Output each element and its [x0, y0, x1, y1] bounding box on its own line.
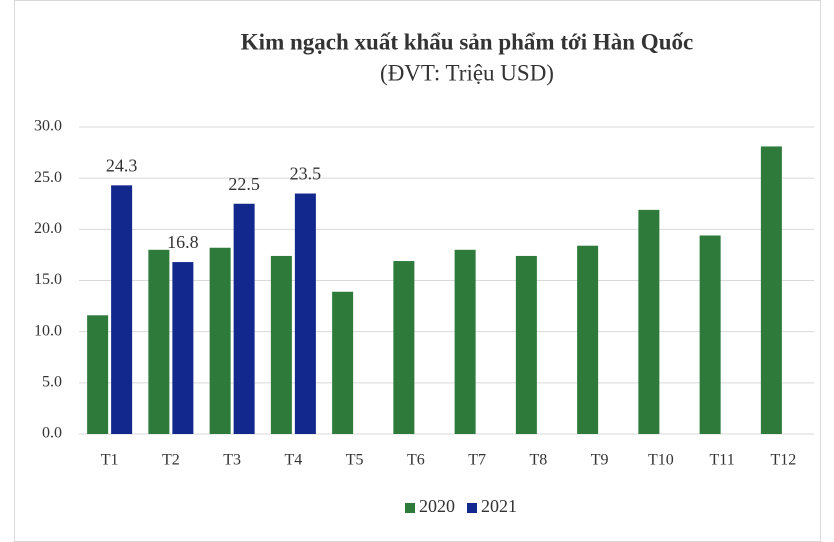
y-tick-label: 30.0 [34, 118, 62, 135]
data-label: 22.5 [228, 174, 260, 194]
bar [699, 235, 721, 434]
bar [393, 261, 415, 434]
data-label: 24.3 [106, 155, 138, 175]
x-tick-label: T6 [407, 452, 425, 469]
x-tick-label: T2 [162, 452, 180, 469]
x-tick-label: T7 [468, 452, 486, 469]
legend-swatch [405, 503, 415, 513]
bar [111, 185, 133, 434]
bar [270, 255, 292, 434]
data-label: 23.5 [290, 164, 322, 184]
data-label: 16.8 [167, 232, 199, 252]
x-tick-label: T4 [284, 452, 302, 469]
bar [638, 209, 660, 434]
y-tick-label: 15.0 [34, 271, 62, 288]
bar [172, 262, 194, 434]
bar [87, 315, 109, 434]
x-tick-label: T10 [648, 452, 674, 469]
bar [294, 193, 316, 434]
x-tick-label: T8 [529, 452, 547, 469]
y-tick-label: 0.0 [42, 425, 62, 442]
bar [148, 249, 170, 434]
bar [209, 247, 231, 434]
x-tick-label: T11 [710, 452, 735, 469]
bar [233, 203, 255, 434]
x-tick-label: T1 [101, 452, 119, 469]
x-tick-label: T5 [346, 452, 364, 469]
legend-swatch [467, 503, 477, 513]
bar [515, 255, 537, 434]
bar [760, 146, 782, 434]
y-tick-label: 10.0 [34, 322, 62, 339]
x-tick-label: T12 [770, 452, 796, 469]
chart-title: Kim ngạch xuất khẩu sản phẩm tới Hàn Quố… [241, 29, 693, 54]
bar [454, 249, 476, 434]
x-tick-label: T9 [591, 452, 609, 469]
chart-subtitle: (ĐVT: Triệu USD) [380, 60, 554, 85]
bar [577, 245, 599, 434]
legend-label: 2020 [419, 496, 455, 516]
y-tick-label: 20.0 [34, 220, 62, 237]
y-tick-label: 5.0 [42, 374, 62, 391]
bar [332, 291, 354, 434]
legend-label: 2021 [481, 496, 517, 516]
x-tick-label: T3 [223, 452, 241, 469]
y-tick-label: 25.0 [34, 169, 62, 186]
